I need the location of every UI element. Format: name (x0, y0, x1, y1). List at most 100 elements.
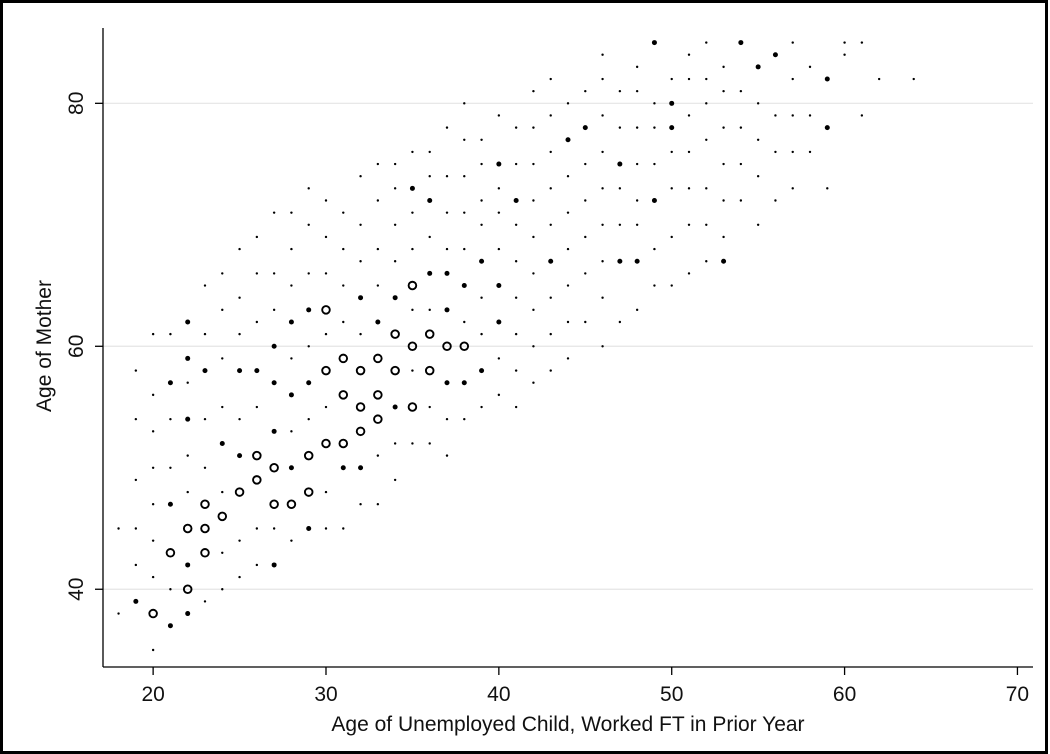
point (739, 89, 743, 93)
point (459, 341, 470, 352)
point (480, 199, 483, 202)
point (186, 381, 189, 384)
point (445, 417, 449, 421)
point (303, 450, 314, 461)
x-tick-label: 70 (1006, 683, 1029, 706)
point (635, 89, 639, 93)
point (134, 417, 138, 421)
point (479, 368, 485, 374)
point (338, 353, 349, 364)
point (306, 380, 312, 386)
point (808, 114, 812, 117)
point (601, 150, 604, 154)
point (411, 247, 414, 251)
point (324, 235, 328, 239)
point (342, 211, 345, 214)
point (182, 584, 193, 595)
point (601, 296, 604, 299)
point (445, 454, 449, 457)
point (670, 284, 673, 287)
point (271, 343, 277, 349)
point (463, 417, 466, 421)
point (255, 405, 259, 409)
point (635, 126, 639, 129)
point (584, 89, 587, 93)
point (565, 137, 571, 143)
point (566, 320, 570, 324)
point (359, 503, 362, 506)
point (151, 466, 155, 469)
point (324, 490, 328, 494)
point (618, 89, 622, 93)
point (514, 405, 518, 409)
point (290, 357, 293, 360)
point (288, 319, 294, 325)
point (393, 223, 397, 227)
point (824, 76, 830, 82)
point (532, 272, 535, 275)
point (428, 308, 431, 312)
point (411, 211, 414, 214)
point (496, 283, 502, 289)
point (463, 138, 466, 141)
x-tick-label: 20 (141, 683, 164, 706)
point (791, 114, 794, 117)
points (117, 40, 915, 652)
point (549, 223, 552, 227)
point (203, 332, 207, 336)
point (169, 332, 172, 336)
point (497, 247, 501, 251)
point (359, 223, 362, 227)
point (221, 490, 224, 494)
point (566, 247, 570, 251)
point (463, 102, 466, 105)
point (185, 562, 191, 568)
point (721, 258, 727, 264)
point (618, 187, 622, 190)
point (791, 187, 794, 190)
point (601, 53, 604, 56)
point (601, 187, 604, 190)
point (342, 284, 345, 287)
point (549, 332, 552, 336)
point (255, 563, 259, 567)
point (307, 187, 310, 190)
point (722, 199, 725, 202)
point (514, 296, 518, 299)
point (424, 365, 435, 376)
point (463, 247, 466, 251)
point (617, 161, 623, 167)
point (203, 417, 207, 421)
point (653, 284, 656, 287)
point (134, 563, 138, 567)
point (134, 478, 138, 482)
point (411, 442, 414, 445)
point (390, 329, 400, 339)
point (272, 211, 276, 214)
point (618, 320, 622, 324)
point (200, 499, 210, 509)
point (252, 475, 262, 485)
point (307, 345, 310, 348)
point (584, 272, 587, 275)
point (722, 89, 725, 93)
point (705, 260, 708, 263)
point (428, 442, 431, 445)
point (203, 600, 207, 603)
point (497, 211, 501, 214)
point (566, 357, 570, 360)
point (290, 284, 293, 287)
point (566, 211, 570, 214)
point (424, 329, 435, 339)
point (549, 296, 552, 299)
point (234, 487, 245, 497)
y-tick-label: 60 (65, 335, 88, 358)
point (532, 126, 535, 129)
point (860, 114, 864, 117)
point (532, 345, 535, 348)
point (355, 365, 366, 376)
point (376, 162, 380, 166)
point (373, 353, 383, 364)
